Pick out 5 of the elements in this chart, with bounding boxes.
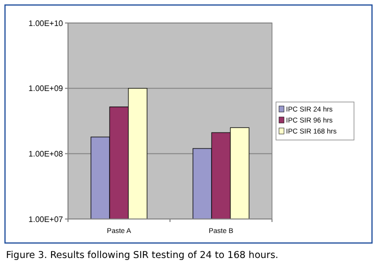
y-tick-label: 1.00E+08 [28,149,64,158]
y-tick-label: 1.00E+09 [28,84,64,94]
caption: Figure 3. Results following SIR testing of 24 to 168 hours. [6,250,278,261]
y-tick-label: 1.00E+10 [28,18,64,28]
y-tick-label: 1.00E+07 [28,214,64,224]
